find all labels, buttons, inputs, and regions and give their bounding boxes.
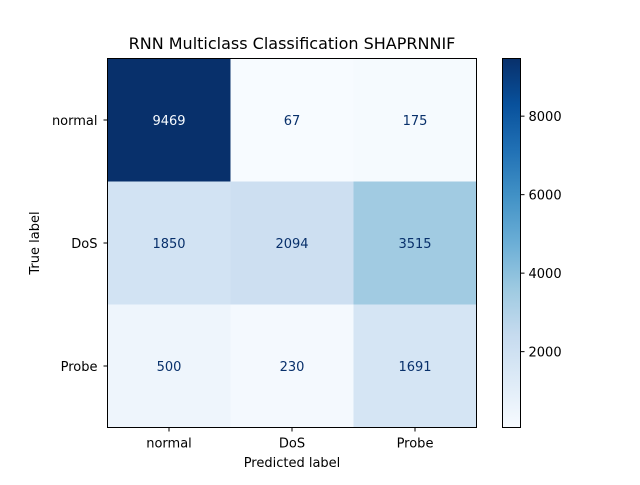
matrix-cell xyxy=(230,58,354,182)
cell-value: 1691 xyxy=(398,360,431,375)
x-axis-ticks: normal DoS Probe xyxy=(146,427,434,452)
matrix-cell xyxy=(353,181,477,305)
matrix-cell xyxy=(353,58,477,182)
x-axis-label: Predicted label xyxy=(244,456,341,471)
cell-value: 175 xyxy=(403,114,428,129)
cell-value: 230 xyxy=(280,360,305,375)
cell-value: 2094 xyxy=(275,237,308,252)
x-tick-label: Probe xyxy=(397,437,434,452)
cell-value: 3515 xyxy=(398,237,431,252)
colorbar-tick-label: 4000 xyxy=(529,267,562,282)
matrix-cell xyxy=(353,304,477,428)
matrix-cell xyxy=(107,181,231,305)
colorbar-ticks: 2000 4000 6000 8000 xyxy=(520,110,562,361)
matrix-cell xyxy=(107,58,231,182)
matrix-cell xyxy=(230,181,354,305)
x-tick-label: normal xyxy=(146,437,192,452)
colorbar-tick-label: 8000 xyxy=(529,110,562,125)
cell-value: 500 xyxy=(157,360,182,375)
y-axis-ticks: normal DoS Probe xyxy=(52,114,108,375)
colorbar xyxy=(502,58,521,428)
chart-title: RNN Multiclass Classification SHAPRNNIF xyxy=(129,34,456,53)
y-tick-label: normal xyxy=(52,114,98,129)
cell-value: 67 xyxy=(284,114,301,129)
cell-value: 1850 xyxy=(152,237,185,252)
matrix-cells xyxy=(107,58,477,428)
y-axis-label: True label xyxy=(28,211,43,275)
colorbar-tick-label: 2000 xyxy=(529,346,562,361)
colorbar-tick-label: 6000 xyxy=(529,189,562,204)
y-tick-label: Probe xyxy=(61,360,98,375)
matrix-cell xyxy=(230,304,354,428)
x-tick-label: DoS xyxy=(279,437,305,452)
cell-values: 9469 67 175 1850 2094 3515 500 230 1691 xyxy=(152,114,431,375)
cell-value: 9469 xyxy=(152,114,185,129)
y-tick-label: DoS xyxy=(71,237,97,252)
matrix-cell xyxy=(107,304,231,428)
